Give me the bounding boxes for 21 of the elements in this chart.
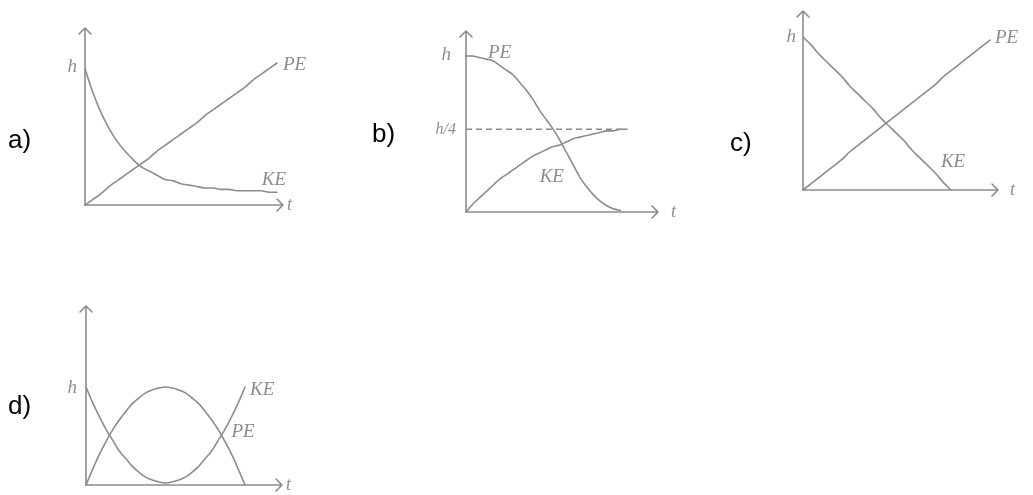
x-axis-title: t bbox=[1010, 178, 1016, 199]
series-label: PE bbox=[230, 420, 256, 442]
x-axis-title: t bbox=[671, 200, 677, 221]
series-label: KE bbox=[260, 168, 287, 190]
series-label: PE bbox=[487, 41, 512, 62]
text: h bbox=[786, 25, 796, 46]
text: a) bbox=[8, 124, 32, 154]
text: h bbox=[67, 376, 77, 397]
text: c) bbox=[730, 127, 752, 157]
text: h bbox=[441, 43, 451, 64]
series-label: KE bbox=[538, 164, 565, 186]
ref-line-label: h/4 bbox=[435, 119, 456, 137]
series-label: PE bbox=[994, 26, 1019, 48]
series-label: KE bbox=[249, 378, 275, 399]
chart-title: d) bbox=[8, 390, 32, 420]
series-label: PE bbox=[282, 53, 307, 74]
series-label: KE bbox=[939, 150, 966, 171]
x-axis-title: t bbox=[287, 193, 293, 214]
x-axis-title: t bbox=[286, 473, 292, 494]
text: b) bbox=[372, 118, 396, 148]
text: h bbox=[67, 55, 77, 76]
